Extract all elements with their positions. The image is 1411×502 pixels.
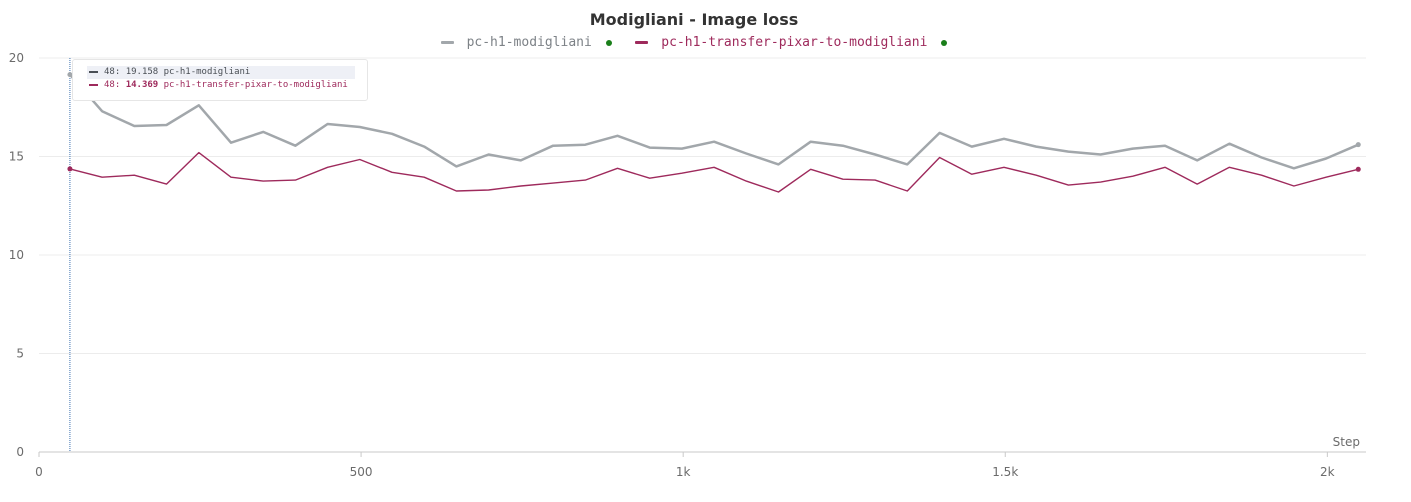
hover-tooltip: 48: 19.158 pc-h1-modigliani 48: 14.369 p… <box>72 59 368 101</box>
tooltip-row-1: 48: 14.369 pc-h1-transfer-pixar-to-modig… <box>87 79 367 92</box>
hover-crosshair <box>67 58 73 452</box>
hover-point-0 <box>67 72 73 78</box>
series-end-point-0 <box>1355 142 1361 148</box>
legend-item-series-0[interactable]: pc-h1-modigliani <box>440 35 612 50</box>
chart-title: Modigliani - Image loss <box>589 10 799 29</box>
tooltip-value-1: 14.369 <box>125 80 159 90</box>
series-end-point-1 <box>1355 166 1361 172</box>
legend-swatch-series-1 <box>635 41 649 44</box>
tooltip-step-0: 48: <box>104 67 126 77</box>
tooltip-step-1: 48: <box>104 80 126 90</box>
tooltip-row-0: 48: 19.158 pc-h1-modigliani <box>87 66 355 79</box>
series-lines <box>68 73 1361 193</box>
x-axis-label: Step <box>1333 435 1360 449</box>
legend-label-series-1: pc-h1-transfer-pixar-to-modigliani <box>661 35 928 50</box>
tooltip-swatch-1 <box>89 83 98 86</box>
legend-item-series-1[interactable]: pc-h1-transfer-pixar-to-modigliani <box>635 35 948 50</box>
x-tick-label: 0 <box>35 465 43 479</box>
series-line-0 <box>68 73 1360 170</box>
series-line-1 <box>69 151 1360 193</box>
tooltip-series-name-0: pc-h1-modigliani <box>163 67 251 77</box>
x-tick-label: 2k <box>1320 465 1335 479</box>
y-tick-label: 10 <box>9 248 24 262</box>
y-tick-label: 5 <box>16 347 24 361</box>
y-tick-label: 0 <box>16 445 24 459</box>
x-tick-label: 1.5k <box>992 465 1018 479</box>
legend-swatch-series-0 <box>440 41 454 44</box>
axes: 0 5 10 15 20 0 500 1k 1.5k 2k Step <box>9 51 1366 479</box>
y-tick-label: 20 <box>9 51 24 65</box>
status-dot-icon <box>605 39 612 46</box>
grid-lines <box>39 57 1366 354</box>
chart-legend: pc-h1-modigliani pc-h1-transfer-pixar-to… <box>0 35 1388 50</box>
x-tick-label: 1k <box>676 465 691 479</box>
tooltip-series-name-1: pc-h1-transfer-pixar-to-modigliani <box>163 80 348 90</box>
hover-point-1 <box>67 166 73 172</box>
tooltip-value-0: 19.158 <box>125 67 159 77</box>
x-tick-label: 500 <box>350 465 373 479</box>
y-tick-label: 15 <box>9 150 24 164</box>
status-dot-icon <box>941 39 948 46</box>
legend-label-series-0: pc-h1-modigliani <box>466 35 592 50</box>
tooltip-swatch-0 <box>89 70 98 73</box>
